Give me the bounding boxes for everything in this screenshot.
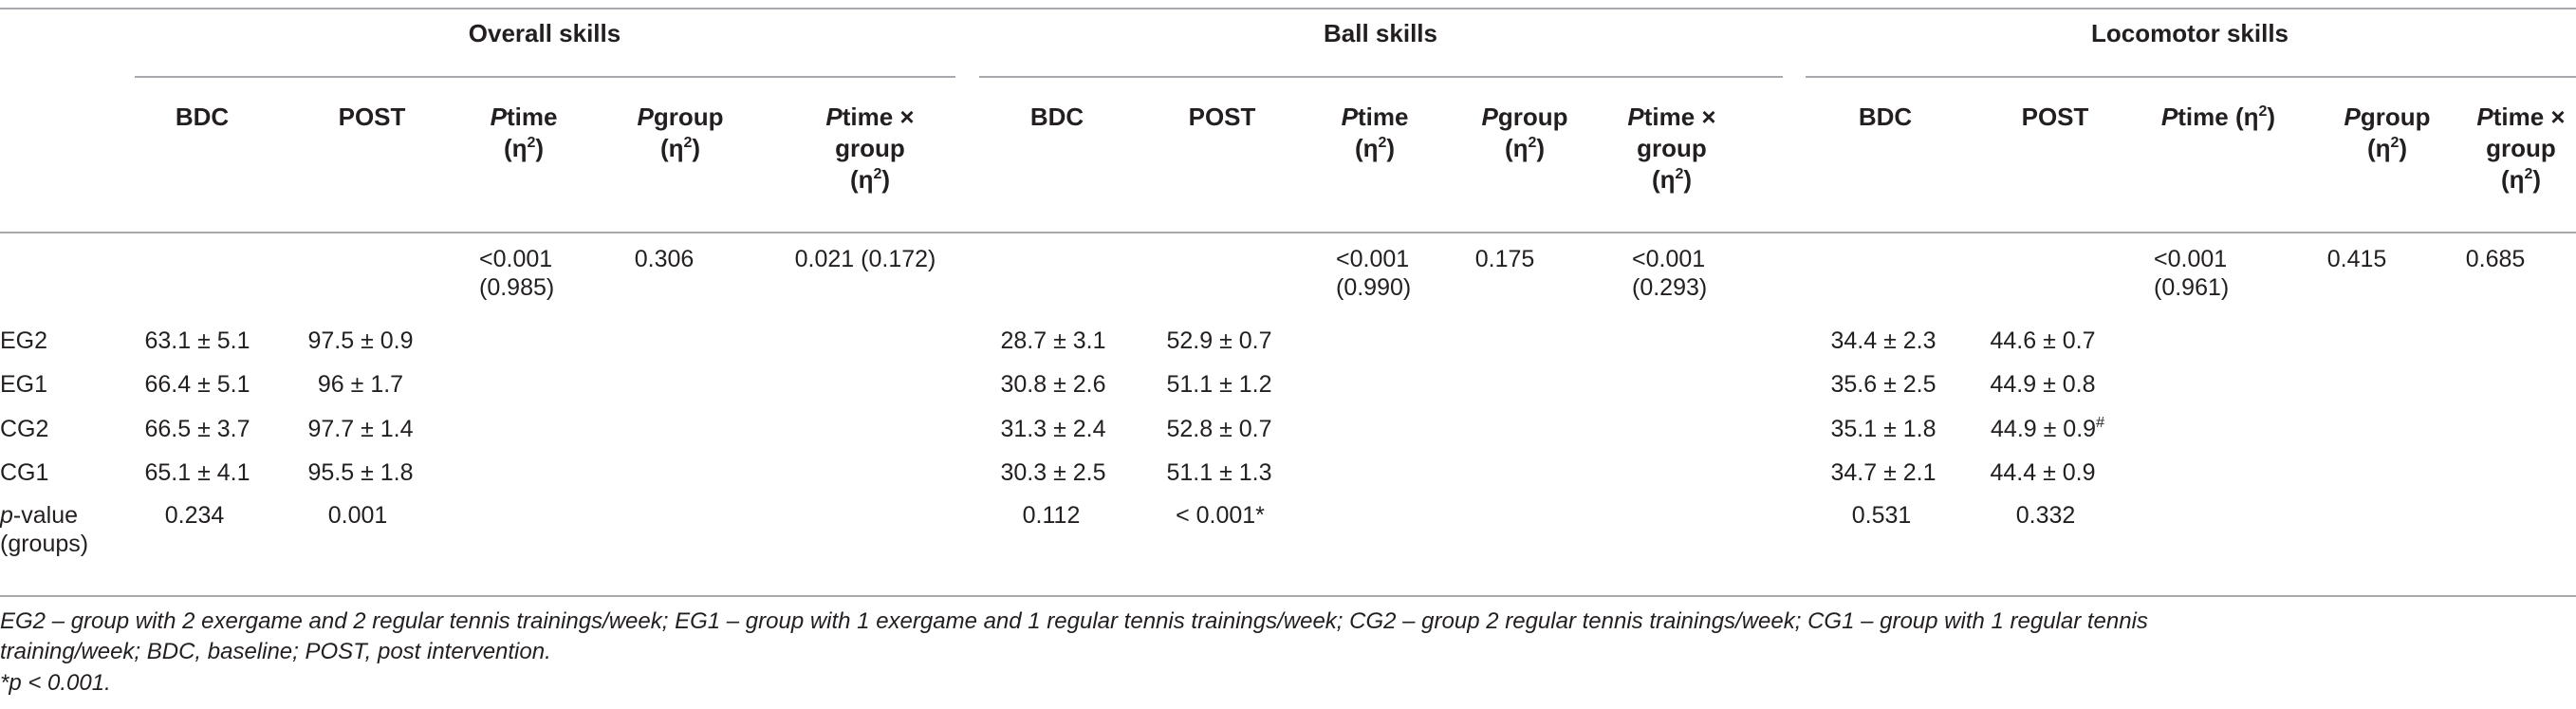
locomotor-bdc-cell: 35.1 ± 1.8 (1830, 416, 1937, 442)
table-bottom-rule (0, 595, 2576, 597)
locomotor-pgroup-header: Pgroup (η2) (2344, 103, 2431, 162)
locomotor-ptimexgroup-value: 0.685 (2465, 246, 2526, 272)
ball-skills-underline (979, 76, 1783, 78)
locomotor-ptime-value: <0.001 (0.961) (2154, 246, 2230, 301)
locomotor-bdc-cell: 34.4 ± 2.3 (1830, 327, 1937, 354)
ball-ptimexgroup-value: <0.001 (0.293) (1632, 246, 1708, 301)
locomotor-post-cell: 44.9 ± 0.8 (1990, 371, 2096, 398)
row-label: CG1 (0, 459, 49, 486)
ball-post-cell: 52.8 ± 0.7 (1166, 416, 1272, 442)
locomotor-skills-underline (1806, 76, 2576, 78)
row-label: EG2 (0, 327, 48, 354)
locomotor-post-cell: 44.4 ± 0.9 (1990, 459, 2096, 486)
overall-pgroup-header: Pgroup (η2) (637, 103, 724, 162)
footnote-significance: *p < 0.001. (0, 670, 111, 696)
overall-post-cell: 96 ± 1.7 (317, 371, 404, 398)
overall-skills-header: Overall skills (468, 19, 621, 47)
ball-bdc-cell: 30.3 ± 2.5 (1000, 459, 1106, 486)
header-bottom-rule (0, 232, 2576, 233)
overall-ptime-value: <0.001 (0.985) (479, 246, 555, 301)
ball-pgroup-header: Pgroup (η2) (1481, 103, 1568, 162)
locomotor-bdc-cell: 34.7 ± 2.1 (1830, 459, 1937, 486)
overall-ptimexgroup-header: Ptime × group (η2) (825, 103, 915, 194)
ball-skills-header: Ball skills (1324, 19, 1437, 47)
footnote-abbreviations-line2: training/week; BDC, baseline; POST, post… (0, 639, 551, 664)
locomotor-bdc-header: BDC (1858, 103, 1913, 131)
locomotor-post-cell: 44.6 ± 0.7 (1990, 327, 2096, 354)
ball-bdc-cell: 31.3 ± 2.4 (1000, 416, 1106, 442)
overall-bdc-pvalue: 0.234 (164, 502, 225, 529)
locomotor-pgroup-value: 0.415 (2326, 246, 2387, 272)
pvalue-row-label: p-value (groups) (0, 502, 89, 557)
locomotor-post-header: POST (2021, 103, 2089, 131)
locomotor-post-pvalue: 0.332 (2015, 502, 2076, 529)
overall-bdc-cell: 65.1 ± 4.1 (144, 459, 250, 486)
ball-post-cell: 51.1 ± 1.2 (1166, 371, 1272, 398)
overall-ptimexgroup-value: 0.021 (0.172) (794, 246, 936, 272)
footnote-abbreviations-line1: EG2 – group with 2 exergame and 2 regula… (0, 608, 2148, 634)
overall-bdc-cell: 66.5 ± 3.7 (144, 416, 250, 442)
ball-post-cell: 51.1 ± 1.3 (1166, 459, 1272, 486)
overall-bdc-cell: 63.1 ± 5.1 (144, 327, 250, 354)
overall-post-cell: 97.5 ± 0.9 (307, 327, 414, 354)
locomotor-ptime-header: Ptime (η2) (2160, 103, 2276, 131)
locomotor-bdc-pvalue: 0.531 (1851, 502, 1912, 529)
row-label: CG2 (0, 416, 49, 442)
table-top-rule (0, 8, 2576, 9)
overall-ptime-header: Ptime (η2) (490, 103, 558, 162)
ball-ptime-header: Ptime (η2) (1341, 103, 1409, 162)
locomotor-post-cell: 44.9 ± 0.9# (1991, 415, 2104, 442)
overall-post-header: POST (338, 103, 406, 131)
row-label: EG1 (0, 371, 48, 398)
locomotor-skills-header: Locomotor skills (2090, 19, 2289, 47)
overall-bdc-header: BDC (175, 103, 230, 131)
overall-bdc-cell: 66.4 ± 5.1 (144, 371, 250, 398)
overall-pgroup-value: 0.306 (634, 246, 695, 272)
overall-post-pvalue: 0.001 (327, 502, 388, 529)
ball-bdc-header: BDC (1029, 103, 1084, 131)
ball-pgroup-value: 0.175 (1474, 246, 1535, 272)
ball-post-pvalue: < 0.001* (1176, 502, 1265, 529)
locomotor-bdc-cell: 35.6 ± 2.5 (1830, 371, 1937, 398)
ball-ptime-value: <0.001 (0.990) (1336, 246, 1412, 301)
overall-post-cell: 95.5 ± 1.8 (307, 459, 414, 486)
ball-post-cell: 52.9 ± 0.7 (1166, 327, 1272, 354)
ball-bdc-pvalue: 0.112 (1022, 502, 1081, 529)
hash-superscript: # (2096, 415, 2104, 431)
locomotor-ptimexgroup-header: Ptime × group (η2) (2476, 103, 2566, 194)
ball-bdc-cell: 28.7 ± 3.1 (1000, 327, 1106, 354)
ball-bdc-cell: 30.8 ± 2.6 (1000, 371, 1106, 398)
overall-post-cell: 97.7 ± 1.4 (307, 416, 414, 442)
ball-ptimexgroup-header: Ptime × group (η2) (1627, 103, 1716, 194)
overall-skills-underline (135, 76, 955, 78)
ball-post-header: POST (1188, 103, 1256, 131)
